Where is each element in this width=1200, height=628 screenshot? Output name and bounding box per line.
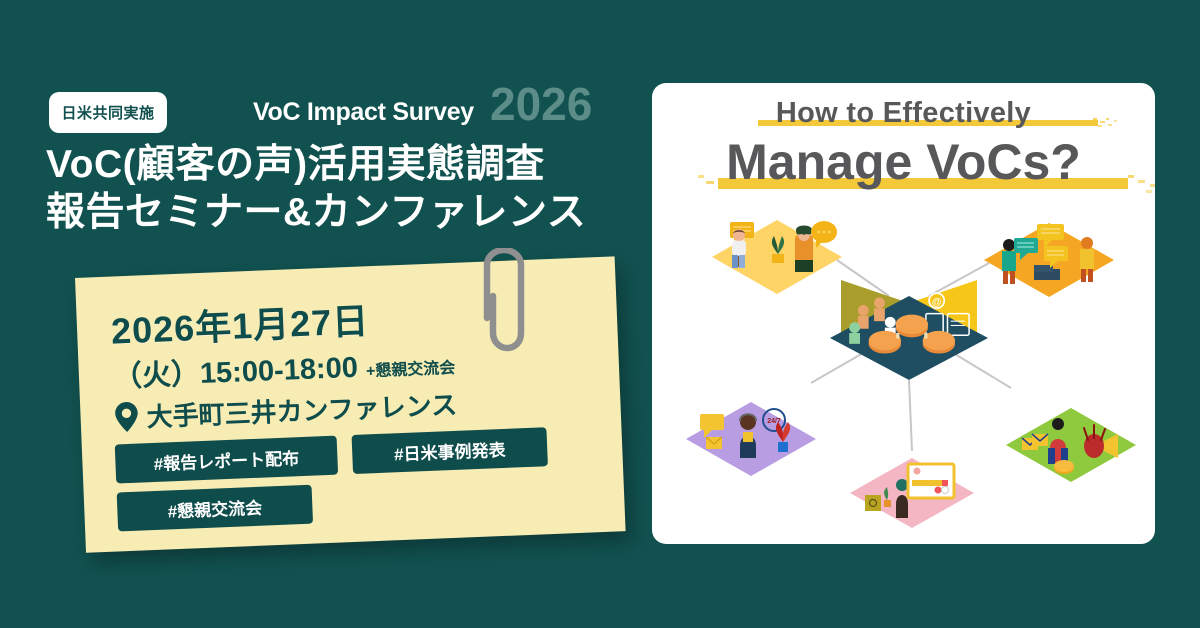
svg-text:@: @ [932, 297, 941, 308]
